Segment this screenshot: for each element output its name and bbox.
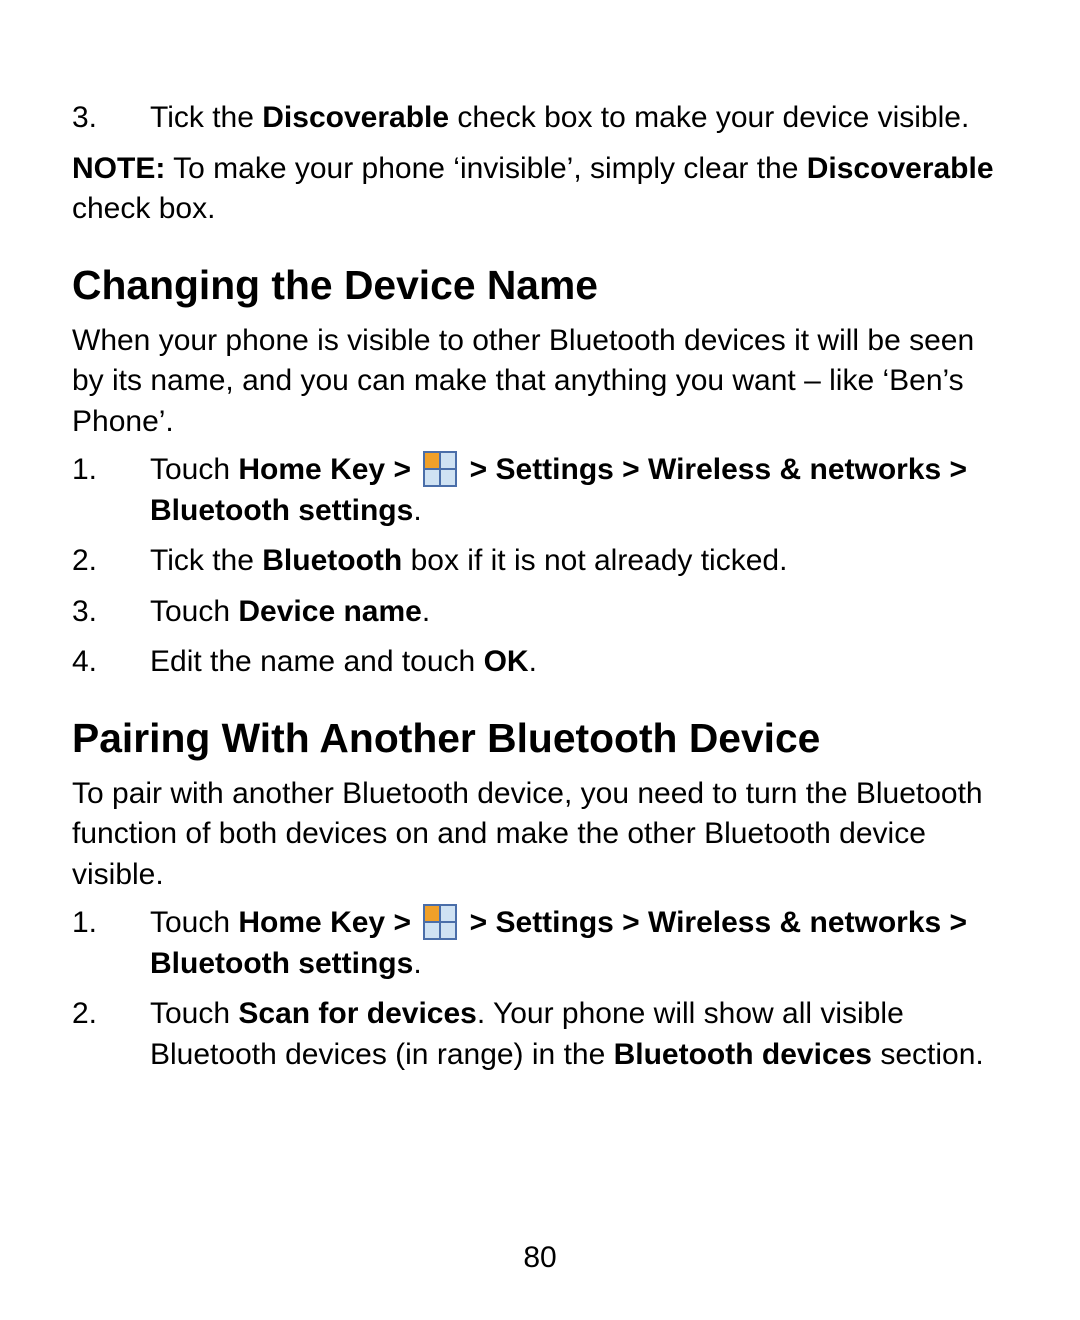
step-number: 2. bbox=[72, 994, 150, 1035]
text: . bbox=[413, 494, 421, 527]
page-number: 80 bbox=[0, 1238, 1080, 1279]
step-2: 2. Tick the Bluetooth box if it is not a… bbox=[72, 541, 1008, 582]
text: Tick the bbox=[150, 101, 262, 134]
device-name-label: Device name bbox=[238, 595, 421, 628]
text: To make your phone ‘invisible’, simply c… bbox=[165, 152, 806, 185]
nav-path-a: Home Key > bbox=[238, 906, 419, 939]
step-body: Tick the Bluetooth box if it is not alre… bbox=[150, 541, 1008, 582]
step-number: 3. bbox=[72, 592, 150, 633]
note-label: NOTE: bbox=[72, 152, 165, 185]
step-body: Touch Home Key > > Settings > Wireless &… bbox=[150, 450, 1008, 531]
step-body: Touch Home Key > > Settings > Wireless &… bbox=[150, 903, 1008, 984]
text: Touch bbox=[150, 595, 238, 628]
apps-grid-icon bbox=[423, 904, 457, 938]
discoverable-label: Discoverable bbox=[807, 152, 994, 185]
text: check box to make your device visible. bbox=[449, 101, 969, 134]
text: Edit the name and touch bbox=[150, 645, 484, 678]
step-body: Touch Scan for devices. Your phone will … bbox=[150, 994, 1008, 1075]
step-3: 3. Tick the Discoverable check box to ma… bbox=[72, 98, 1008, 139]
step-number: 1. bbox=[72, 903, 150, 944]
step-3: 3. Touch Device name. bbox=[72, 592, 1008, 633]
heading-changing-device-name: Changing the Device Name bbox=[72, 258, 1008, 313]
step-number: 2. bbox=[72, 541, 150, 582]
step-4: 4. Edit the name and touch OK. bbox=[72, 642, 1008, 683]
step-2: 2. Touch Scan for devices. Your phone wi… bbox=[72, 994, 1008, 1075]
step-number: 1. bbox=[72, 450, 150, 491]
text: Touch bbox=[150, 997, 238, 1030]
bt-devices-label: Bluetooth devices bbox=[614, 1038, 872, 1071]
text: Touch bbox=[150, 453, 238, 486]
step-body: Tick the Discoverable check box to make … bbox=[150, 98, 1008, 139]
manual-page: 3. Tick the Discoverable check box to ma… bbox=[0, 0, 1080, 1320]
step-1: 1. Touch Home Key > > Settings > Wireles… bbox=[72, 903, 1008, 984]
step-number: 3. bbox=[72, 98, 150, 139]
text: . bbox=[529, 645, 537, 678]
text: Touch bbox=[150, 906, 238, 939]
pairing-steps: 1. Touch Home Key > > Settings > Wireles… bbox=[72, 903, 1008, 1075]
ok-label: OK bbox=[484, 645, 529, 678]
step-body: Edit the name and touch OK. bbox=[150, 642, 1008, 683]
text: box if it is not already ticked. bbox=[402, 544, 787, 577]
step-number: 4. bbox=[72, 642, 150, 683]
intro-paragraph: To pair with another Bluetooth device, y… bbox=[72, 774, 1008, 896]
scan-label: Scan for devices bbox=[238, 997, 476, 1030]
prev-section-steps: 3. Tick the Discoverable check box to ma… bbox=[72, 98, 1008, 139]
nav-path-a: Home Key > bbox=[238, 453, 419, 486]
intro-paragraph: When your phone is visible to other Blue… bbox=[72, 321, 1008, 443]
bluetooth-label: Bluetooth bbox=[262, 544, 402, 577]
text: check box. bbox=[72, 192, 215, 225]
step-1: 1. Touch Home Key > > Settings > Wireles… bbox=[72, 450, 1008, 531]
text: . bbox=[413, 947, 421, 980]
apps-grid-icon bbox=[423, 451, 457, 485]
text: Tick the bbox=[150, 544, 262, 577]
text: section. bbox=[872, 1038, 984, 1071]
heading-pairing-device: Pairing With Another Bluetooth Device bbox=[72, 711, 1008, 766]
note-paragraph: NOTE: To make your phone ‘invisible’, si… bbox=[72, 149, 1008, 230]
text: . bbox=[422, 595, 430, 628]
changing-name-steps: 1. Touch Home Key > > Settings > Wireles… bbox=[72, 450, 1008, 683]
discoverable-label: Discoverable bbox=[262, 101, 449, 134]
step-body: Touch Device name. bbox=[150, 592, 1008, 633]
